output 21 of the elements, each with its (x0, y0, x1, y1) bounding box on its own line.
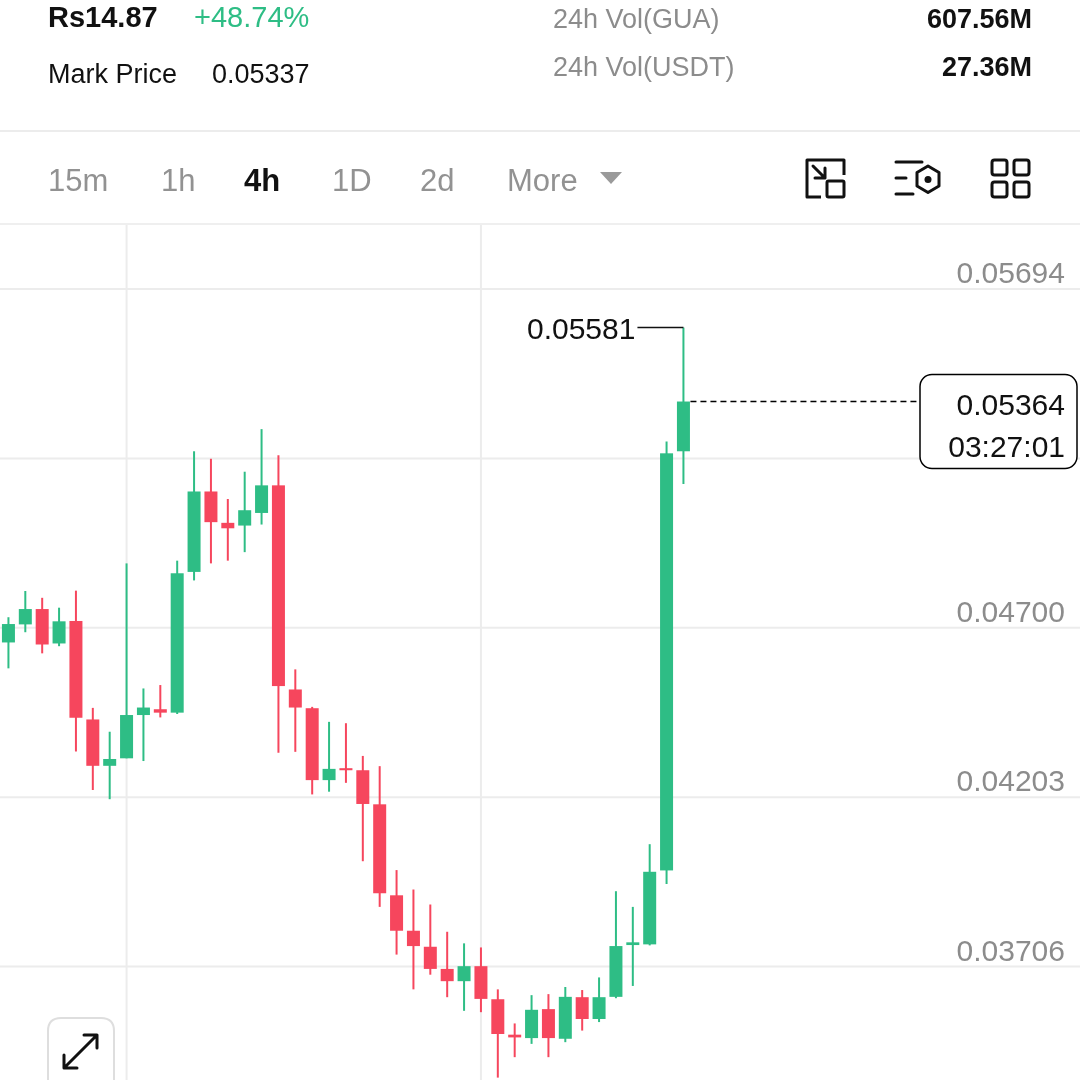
y-tick-label: 0.04700 (956, 594, 1065, 628)
text: Rs14.87 (48, 1, 158, 33)
text: 24h Vol(GUA) (553, 4, 720, 34)
y-tick-label: 0.05694 (956, 256, 1065, 290)
y-tick-label: 0.03706 (956, 933, 1065, 967)
text: 4h (244, 163, 281, 198)
annotation: 0.05581 (526, 311, 636, 345)
ref-line-label: 0.05364 (956, 387, 1065, 421)
y-tick-label: 0.04203 (956, 764, 1065, 798)
text: More (507, 163, 578, 198)
text: Mark Price (48, 59, 178, 89)
annotation: 03:27:01 (948, 429, 1065, 463)
text: 2d (420, 163, 455, 198)
text: 15m (48, 163, 109, 198)
text: 607.56M (926, 4, 1032, 34)
text: 1h (161, 163, 196, 198)
text: 1D (332, 163, 372, 198)
text: 27.36M (941, 52, 1032, 82)
text: 24h Vol(USDT) (553, 52, 735, 82)
text: +48.74% (194, 1, 310, 33)
text: 0.05337 (212, 59, 310, 89)
